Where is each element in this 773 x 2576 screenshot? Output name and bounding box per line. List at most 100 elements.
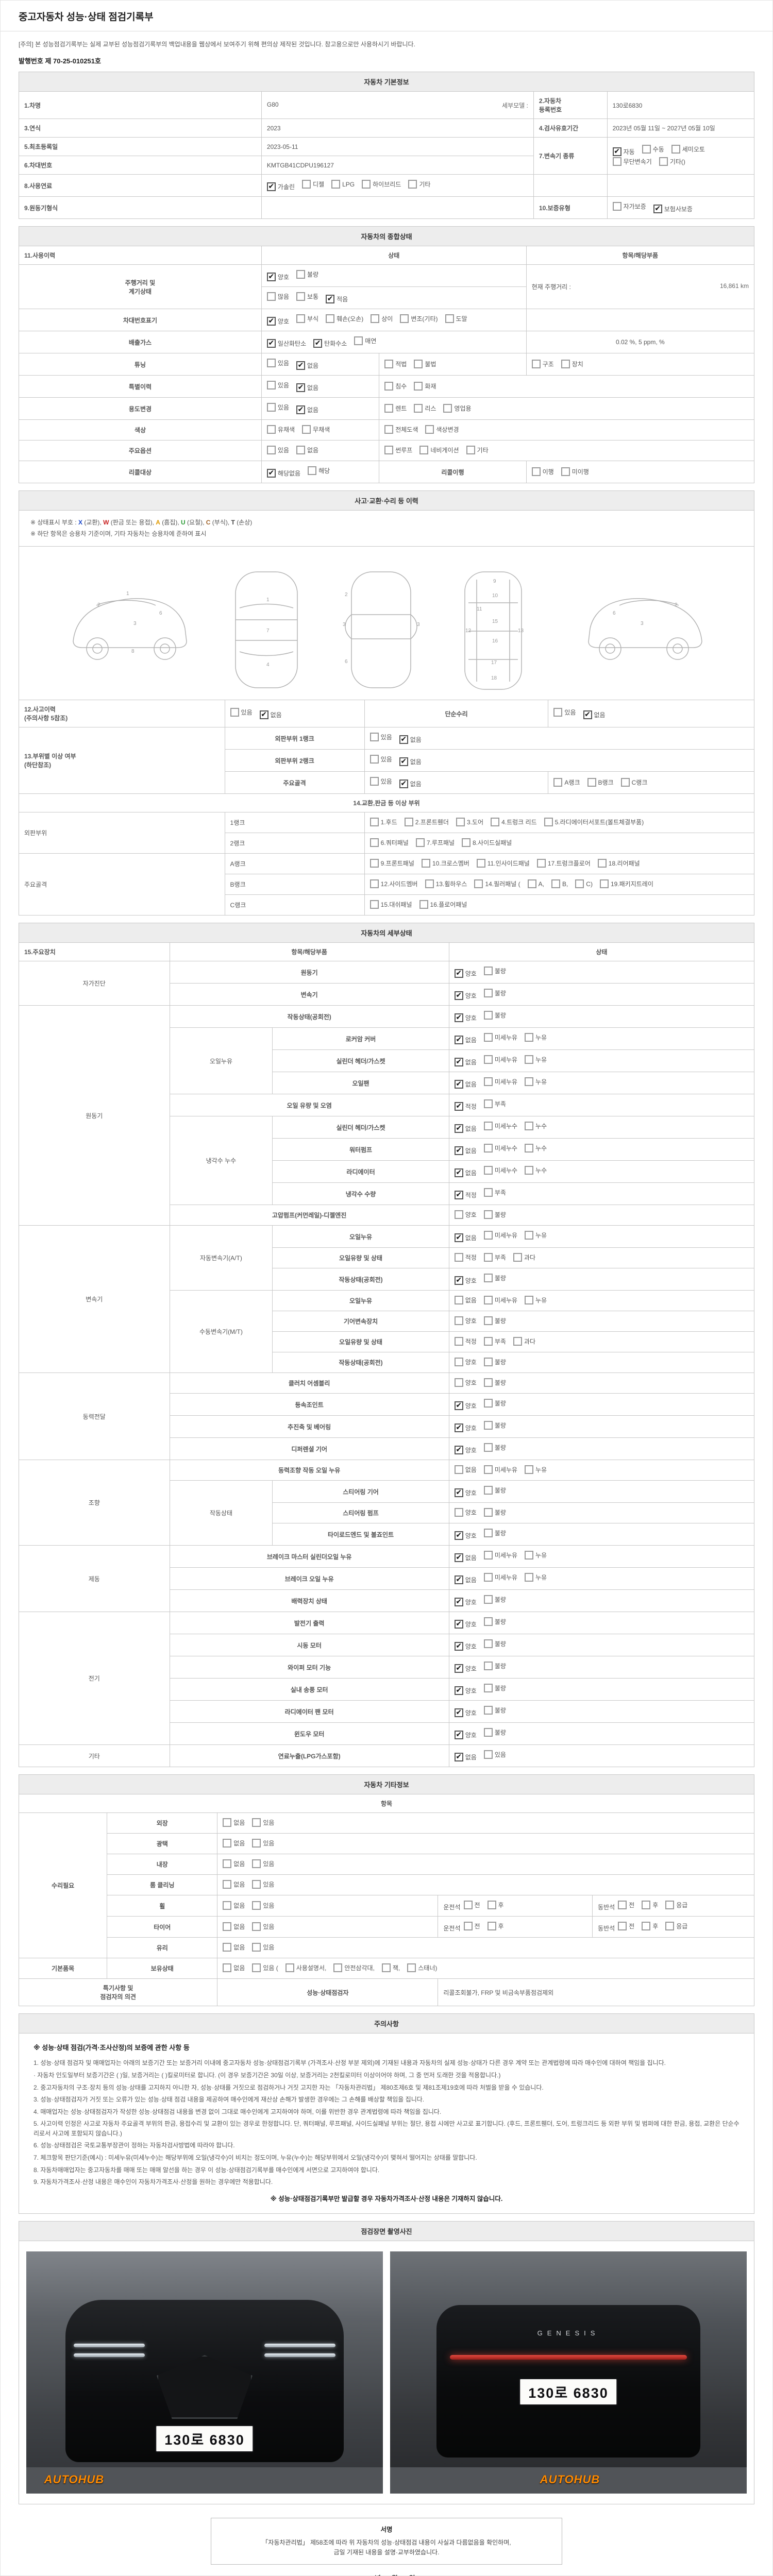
checkbox-option[interactable]: ✔ 없음 xyxy=(454,1058,477,1067)
checkbox-option[interactable]: 불량 xyxy=(483,1529,506,1538)
checkbox-option[interactable]: 7.루프패널 xyxy=(415,838,455,848)
checkbox-option[interactable]: 9.프론트패널 xyxy=(369,859,414,868)
checkbox-option[interactable]: 불량 xyxy=(483,1662,506,1671)
checkbox-option[interactable]: ✔ 없음 xyxy=(454,1036,477,1045)
checked-checkbox-icon[interactable]: ✔ xyxy=(266,182,276,191)
checkbox-option[interactable]: 훼손(오손) xyxy=(326,314,363,323)
checkbox-option[interactable]: B, xyxy=(551,879,568,889)
unchecked-checkbox-icon[interactable] xyxy=(531,467,541,476)
unchecked-checkbox-icon[interactable] xyxy=(483,1662,493,1671)
checkbox-option[interactable]: ✔ 적정 xyxy=(454,1102,477,1111)
checkbox-option[interactable]: 불법 xyxy=(414,359,436,368)
checkbox-option[interactable]: 후 xyxy=(487,1901,504,1910)
checked-checkbox-icon[interactable]: ✔ xyxy=(454,1124,463,1133)
unchecked-checkbox-icon[interactable] xyxy=(483,1706,493,1715)
unchecked-checkbox-icon[interactable] xyxy=(525,1055,534,1064)
checkbox-option[interactable]: 1.후드 xyxy=(369,818,397,827)
checkbox-option[interactable]: 있음 xyxy=(266,381,289,389)
checkbox-option[interactable]: 불량 xyxy=(483,1639,506,1649)
checkbox-option[interactable]: 없음 xyxy=(223,1901,245,1910)
checkbox-option[interactable]: ✔ 양호 xyxy=(454,1731,477,1740)
checkbox-option[interactable]: 세미오토 xyxy=(671,145,705,154)
checkbox-option[interactable]: ✔ 양호 xyxy=(454,1598,477,1607)
checkbox-option[interactable]: ✔ 양호 xyxy=(454,1708,477,1718)
checkbox-option[interactable]: 양호 xyxy=(454,1358,477,1367)
checkbox-option[interactable]: 화재 xyxy=(414,381,436,391)
checkbox-option[interactable]: 없음 xyxy=(223,1839,245,1848)
checkbox-option[interactable]: 변조(기타) xyxy=(400,314,438,323)
checkbox-option[interactable]: 후 xyxy=(642,1901,658,1910)
checked-checkbox-icon[interactable]: ✔ xyxy=(454,1168,463,1178)
unchecked-checkbox-icon[interactable] xyxy=(230,708,239,717)
unchecked-checkbox-icon[interactable] xyxy=(415,838,425,848)
unchecked-checkbox-icon[interactable] xyxy=(369,777,379,786)
checkbox-option[interactable]: ✔ 가솔린 xyxy=(266,182,295,191)
checkbox-option[interactable]: 미세누유 xyxy=(483,1573,517,1582)
unchecked-checkbox-icon[interactable] xyxy=(371,314,380,323)
checkbox-option[interactable]: ✔ 없음 xyxy=(399,779,422,789)
unchecked-checkbox-icon[interactable] xyxy=(252,1859,261,1869)
checkbox-option[interactable]: 적법 xyxy=(384,359,407,368)
checkbox-option[interactable]: ✔ 양호 xyxy=(454,1446,477,1455)
checkbox-option[interactable]: ✔ 양호 xyxy=(454,1276,477,1285)
checkbox-option[interactable]: ✔ 양호 xyxy=(454,1401,477,1411)
checked-checkbox-icon[interactable]: ✔ xyxy=(454,1731,463,1740)
unchecked-checkbox-icon[interactable] xyxy=(587,777,596,787)
checkbox-option[interactable]: 누수 xyxy=(525,1166,547,1175)
unchecked-checkbox-icon[interactable] xyxy=(266,381,276,389)
unchecked-checkbox-icon[interactable] xyxy=(525,1166,534,1175)
checkbox-option[interactable]: ✔ 없음 xyxy=(454,1124,477,1133)
checked-checkbox-icon[interactable]: ✔ xyxy=(296,361,305,370)
checkbox-option[interactable]: 부족 xyxy=(483,1099,506,1109)
checkbox-option[interactable]: ✔ 탄화수소 xyxy=(313,339,347,348)
unchecked-checkbox-icon[interactable] xyxy=(384,403,394,413)
checked-checkbox-icon[interactable]: ✔ xyxy=(296,405,305,414)
checkbox-option[interactable]: 3.도어 xyxy=(456,818,483,827)
unchecked-checkbox-icon[interactable] xyxy=(483,1296,493,1305)
unchecked-checkbox-icon[interactable] xyxy=(483,1144,493,1153)
checkbox-option[interactable]: 있음 xyxy=(369,755,392,764)
unchecked-checkbox-icon[interactable] xyxy=(445,314,454,323)
unchecked-checkbox-icon[interactable] xyxy=(296,292,305,301)
unchecked-checkbox-icon[interactable] xyxy=(642,145,651,154)
unchecked-checkbox-icon[interactable] xyxy=(525,1296,534,1305)
unchecked-checkbox-icon[interactable] xyxy=(483,1378,493,1387)
unchecked-checkbox-icon[interactable] xyxy=(483,1529,493,1538)
unchecked-checkbox-icon[interactable] xyxy=(454,1508,463,1517)
unchecked-checkbox-icon[interactable] xyxy=(369,733,379,742)
unchecked-checkbox-icon[interactable] xyxy=(463,1922,473,1931)
unchecked-checkbox-icon[interactable] xyxy=(223,1943,232,1952)
checkbox-option[interactable]: 전 xyxy=(618,1922,634,1931)
checkbox-option[interactable]: 불량 xyxy=(483,1011,506,1020)
unchecked-checkbox-icon[interactable] xyxy=(223,1922,232,1931)
checkbox-option[interactable]: 불량 xyxy=(483,967,506,976)
unchecked-checkbox-icon[interactable] xyxy=(369,879,379,889)
checkbox-option[interactable]: 누유 xyxy=(525,1573,547,1582)
checkbox-option[interactable]: 전체도색 xyxy=(384,425,418,434)
checkbox-option[interactable]: 기타 xyxy=(466,446,489,454)
checked-checkbox-icon[interactable]: ✔ xyxy=(454,1058,463,1067)
checkbox-option[interactable]: ✔ 없음 xyxy=(454,1753,477,1762)
unchecked-checkbox-icon[interactable] xyxy=(454,1358,463,1367)
unchecked-checkbox-icon[interactable] xyxy=(252,1818,261,1827)
unchecked-checkbox-icon[interactable] xyxy=(454,1253,463,1262)
checkbox-option[interactable]: 있음 xyxy=(266,446,289,454)
unchecked-checkbox-icon[interactable] xyxy=(487,1901,496,1910)
checkbox-option[interactable]: C랭크 xyxy=(620,777,647,787)
checkbox-option[interactable]: 보통 xyxy=(296,292,318,301)
unchecked-checkbox-icon[interactable] xyxy=(252,1839,261,1848)
checked-checkbox-icon[interactable]: ✔ xyxy=(399,779,408,789)
checkbox-option[interactable]: ✔ 없음 xyxy=(296,405,318,414)
checkbox-option[interactable]: ✔ 없음 xyxy=(259,710,282,720)
unchecked-checkbox-icon[interactable] xyxy=(483,1508,493,1517)
checkbox-option[interactable]: 도말 xyxy=(445,314,467,323)
unchecked-checkbox-icon[interactable] xyxy=(454,1296,463,1305)
checked-checkbox-icon[interactable]: ✔ xyxy=(454,1531,463,1540)
checked-checkbox-icon[interactable]: ✔ xyxy=(454,1753,463,1762)
checkbox-option[interactable]: 리스 xyxy=(414,403,436,413)
unchecked-checkbox-icon[interactable] xyxy=(296,446,305,454)
checked-checkbox-icon[interactable]: ✔ xyxy=(454,1446,463,1455)
checked-checkbox-icon[interactable]: ✔ xyxy=(454,1401,463,1411)
unchecked-checkbox-icon[interactable] xyxy=(404,818,413,827)
checked-checkbox-icon[interactable]: ✔ xyxy=(296,383,305,392)
